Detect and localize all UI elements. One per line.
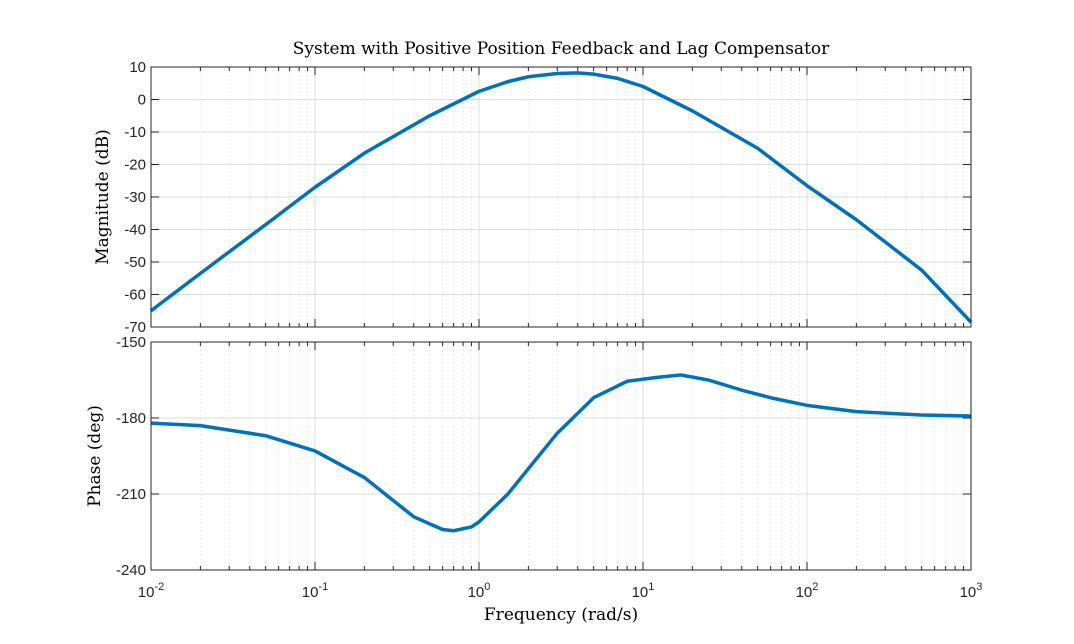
x-tick-label: 100 xyxy=(468,581,491,601)
phase-series-line xyxy=(150,373,972,533)
y-tick-label: 10 xyxy=(129,59,146,76)
chart-title: System with Positive Position Feedback a… xyxy=(293,39,830,59)
x-tick-label: 102 xyxy=(796,581,819,601)
x-tick-label: 101 xyxy=(632,581,655,601)
phase-y-axis-label: Phase (deg) xyxy=(85,405,105,507)
magnitude-grid xyxy=(150,66,972,328)
y-tick-label: -150 xyxy=(116,334,146,351)
x-tick-labels: 10-2 10-1 100 101 102 103 xyxy=(138,581,983,601)
phase-y-tick-labels: -150 -180 -210 -240 xyxy=(116,334,146,579)
y-tick-label: -40 xyxy=(124,222,146,239)
x-tick-label: 10-1 xyxy=(302,581,328,601)
magnitude-series-line xyxy=(149,71,973,324)
y-tick-label: -50 xyxy=(124,254,146,271)
y-tick-label: -10 xyxy=(124,124,146,141)
phase-plot-area xyxy=(151,342,971,570)
y-tick-label: 0 xyxy=(138,92,146,109)
y-tick-label: -30 xyxy=(124,189,146,206)
y-tick-label: -70 xyxy=(124,319,146,336)
y-tick-label: -180 xyxy=(116,410,146,427)
y-tick-label: -210 xyxy=(116,486,146,503)
y-tick-label: -20 xyxy=(124,157,146,174)
magnitude-panel: 10 0 -10 -20 -30 -40 -50 -60 -70 Magnitude (dB) xyxy=(93,59,973,336)
magnitude-y-axis-label: Magnitude (dB) xyxy=(93,129,113,265)
y-tick-label: -60 xyxy=(124,287,146,304)
magnitude-axes-frame xyxy=(150,66,972,328)
phase-axes-frame xyxy=(150,341,972,571)
y-tick-label: -240 xyxy=(116,562,146,579)
x-tick-label: 10-2 xyxy=(138,581,164,601)
x-axis-label: Frequency (rad/s) xyxy=(484,605,638,625)
x-tick-label: 103 xyxy=(960,581,983,601)
phase-panel: -150 -180 -210 -240 Phase (deg) xyxy=(85,334,972,579)
magnitude-y-tick-labels: 10 0 -10 -20 -30 -40 -50 -60 -70 xyxy=(124,59,146,336)
